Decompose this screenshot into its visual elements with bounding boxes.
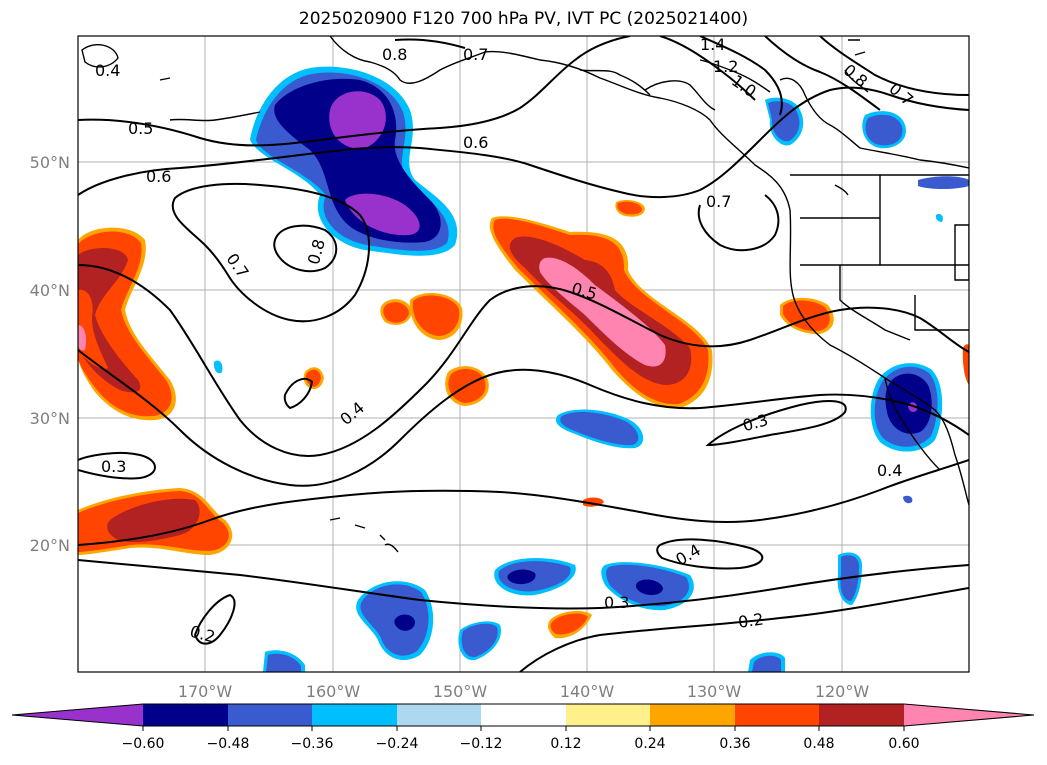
colorbar-extend-max [904,704,1034,726]
lon-label-120w: 120°W [815,682,870,701]
lon-label-170w: 170°W [178,682,233,701]
colorbar-segment [481,704,566,726]
lon-label-140w: 140°W [560,682,615,701]
colorbar-segment [566,704,650,726]
colorbar-ticks: −0.60 −0.48 −0.36 −0.24 −0.12 0.12 0.24 0.36 0.4… [122,726,920,752]
contour-label: 0.2 [737,609,765,631]
colorbar: −0.60 −0.48 −0.36 −0.24 −0.12 0.12 0.24 0.36 0.4… [11,703,1035,752]
colorbar-segment [819,704,904,726]
lat-label-40n: 40°N [30,281,70,300]
contour-label: 1.4 [700,35,725,54]
map-content: 0.4 0.5 0.6 0.7 0.8 0.8 0.6 1.4 1.2 1.0 … [78,35,969,672]
colorbar-segment [397,704,481,726]
negative-pv-anomalies [213,66,969,672]
colorbar-segment [228,704,312,726]
map-title: 2025020900 F120 700 hPa PV, IVT PC (2025… [298,9,749,29]
colorbar-segment [735,704,819,726]
lat-label-20n: 20°N [30,536,70,555]
lon-label-150w: 150°W [433,682,488,701]
colorbar-tick-label: −0.12 [460,736,503,752]
lat-label-50n: 50°N [30,153,70,172]
coastlines [81,36,969,553]
lon-label-130w: 130°W [687,682,742,701]
colorbar-tick-label: 0.36 [719,736,750,752]
colorbar-tick-label: 0.48 [803,736,834,752]
contour-label: 0.4 [877,461,902,480]
contour-label: 0.3 [101,457,126,476]
contour-label: 0.3 [604,593,629,612]
map-border [77,35,970,673]
colorbar-segments [11,703,1035,727]
colorbar-tick-label: 0.12 [550,736,581,752]
colorbar-tick-label: −0.36 [291,736,334,752]
contour-label: 0.5 [128,119,153,138]
contour-label: 0.7 [463,45,488,64]
colorbar-tick-label: 0.60 [888,736,919,752]
lon-label-160w: 160°W [306,682,361,701]
colorbar-tick-label: 0.24 [634,736,665,752]
positive-pv-anomalies [78,200,969,639]
colorbar-tick-label: −0.48 [207,736,250,752]
contour-label: 0.6 [463,133,488,152]
colorbar-segment [143,704,228,726]
colorbar-segment [312,704,397,726]
ivt-contours [78,36,969,672]
contour-label: 0.4 [95,61,120,80]
contour-label: 0.7 [706,192,731,211]
contour-label: 0.8 [382,45,407,64]
colorbar-tick-label: −0.24 [376,736,419,752]
colorbar-segment [650,704,735,726]
colorbar-tick-label: −0.60 [122,736,165,752]
lat-label-30n: 30°N [30,409,70,428]
contour-label: 1.2 [713,57,738,76]
latitude-labels: 50°N 40°N 30°N 20°N [30,153,70,555]
colorbar-extend-min [12,704,143,726]
longitude-labels: 170°W 160°W 150°W 140°W 130°W 120°W [178,682,870,701]
contour-label: 0.6 [146,167,171,186]
